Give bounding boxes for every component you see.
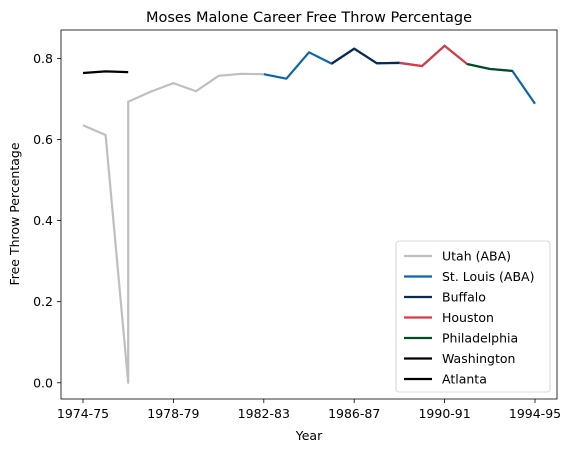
series-line-1 xyxy=(263,44,536,105)
legend-label: St. Louis (ABA) xyxy=(442,269,535,284)
legend-label: Philadelphia xyxy=(442,331,518,346)
plot-frame xyxy=(60,29,558,400)
legend-label: Houston xyxy=(442,310,494,325)
legend-label: Atlanta xyxy=(442,372,487,387)
x-tick-label: 1978-79 xyxy=(147,406,199,421)
series-line-4 xyxy=(466,62,513,73)
x-tick-label: 1994-95 xyxy=(509,406,561,421)
y-tick-label: 0.0 xyxy=(33,375,53,390)
x-tick-label: 1990-91 xyxy=(418,406,470,421)
y-tick-label: 0.2 xyxy=(33,294,53,309)
x-axis: 1974-75 1978-79 1982-83 1986-87 1990-91 1994-… xyxy=(57,399,561,421)
y-axis: 0.0 0.2 0.4 0.6 0.8 xyxy=(33,51,61,390)
legend-label: Washington xyxy=(442,351,515,366)
y-tick-label: 0.6 xyxy=(33,132,53,147)
legend-box xyxy=(395,240,551,393)
y-axis-title: Free Throw Percentage xyxy=(7,142,22,285)
x-tick-label: 1982-83 xyxy=(238,406,290,421)
plot-lines xyxy=(82,44,536,384)
legend-label: Utah (ABA) xyxy=(442,249,511,264)
chart-title: Moses Malone Career Free Throw Percentag… xyxy=(146,10,472,26)
series-line-0 xyxy=(82,72,264,384)
x-axis-title: Year xyxy=(295,428,323,443)
series-line-2 xyxy=(330,47,400,65)
series-line-5 xyxy=(82,70,129,75)
series-line-3 xyxy=(399,44,468,68)
y-tick-label: 0.8 xyxy=(33,51,53,66)
legend-label: Buffalo xyxy=(442,290,486,305)
legend: Utah (ABA) St. Louis (ABA) Buffalo Houston P… xyxy=(395,240,551,393)
x-tick-label: 1986-87 xyxy=(328,406,380,421)
y-tick-label: 0.4 xyxy=(33,213,53,228)
x-tick-label: 1974-75 xyxy=(57,406,109,421)
